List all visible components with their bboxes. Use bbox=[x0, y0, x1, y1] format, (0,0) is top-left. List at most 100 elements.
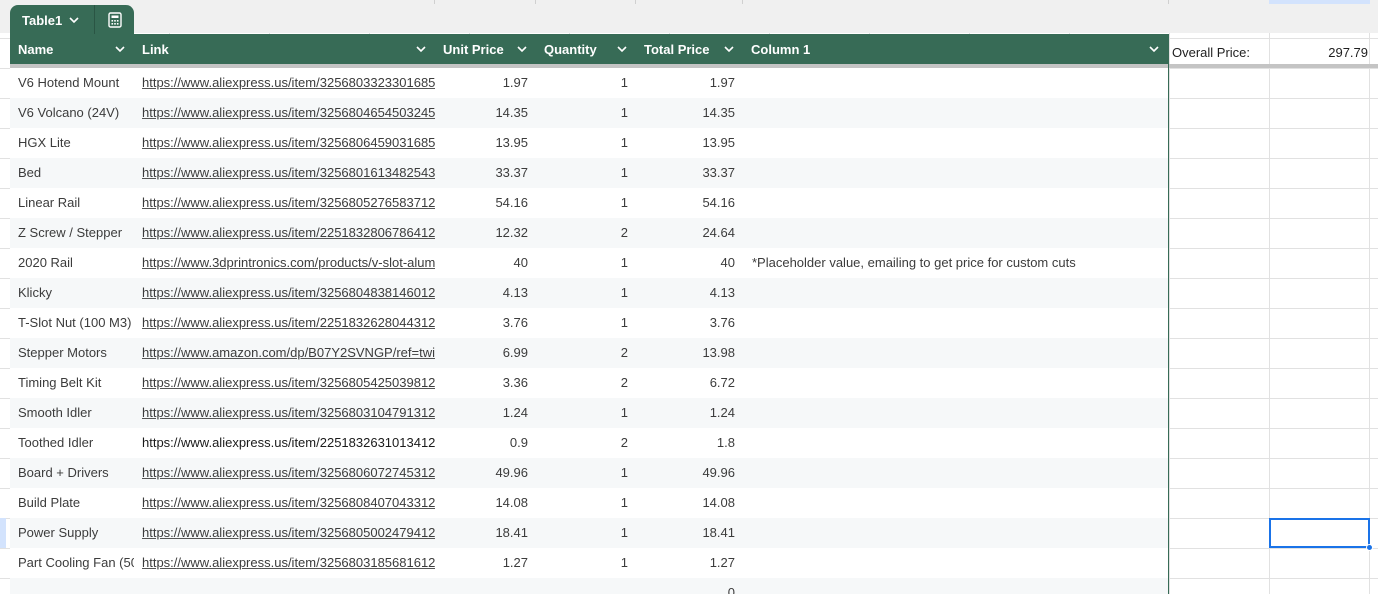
quantity-cell[interactable]: 1 bbox=[620, 195, 628, 210]
chevron-down-icon[interactable] bbox=[415, 43, 427, 55]
table-row[interactable]: Part Cooling Fan (5015) https://www.aliex… bbox=[10, 548, 1168, 578]
item-link[interactable]: https://www.aliexpress.us/item/325680161… bbox=[142, 165, 435, 180]
unit-price-cell[interactable]: 13.95 bbox=[495, 135, 528, 150]
quantity-cell[interactable]: 1 bbox=[620, 315, 628, 330]
name-cell[interactable]: Timing Belt Kit bbox=[18, 375, 102, 390]
link-cell[interactable]: https://www.aliexpress.us/item/325680527… bbox=[134, 188, 435, 218]
quantity-cell[interactable]: 1 bbox=[620, 75, 628, 90]
selected-cell[interactable] bbox=[1269, 518, 1370, 548]
name-cell[interactable]: HGX Lite bbox=[18, 135, 71, 150]
table-row[interactable]: Power Supply https://www.aliexpress.us/it… bbox=[10, 518, 1168, 548]
quantity-cell[interactable]: 1 bbox=[620, 465, 628, 480]
link-cell[interactable]: https://www.aliexpress.us/item/325680465… bbox=[134, 98, 435, 128]
item-link[interactable]: https://www.aliexpress.us/item/325680645… bbox=[142, 135, 435, 150]
item-link[interactable]: https://www.aliexpress.us/item/225183262… bbox=[142, 315, 435, 330]
link-cell[interactable]: https://www.aliexpress.us/item/325680310… bbox=[134, 398, 435, 428]
column-header-link[interactable]: Link bbox=[134, 34, 435, 64]
name-cell[interactable]: 2020 Rail bbox=[18, 255, 73, 270]
table-row[interactable]: V6 Hotend Mount https://www.aliexpress.us… bbox=[10, 68, 1168, 98]
name-cell[interactable]: Board + Drivers bbox=[18, 465, 109, 480]
item-link[interactable]: https://www.aliexpress.us/item/325680332… bbox=[142, 75, 435, 90]
chevron-down-icon[interactable] bbox=[616, 43, 628, 55]
name-cell[interactable]: Z Screw / Stepper bbox=[18, 225, 123, 240]
column-1-cell[interactable] bbox=[743, 398, 1168, 428]
unit-price-cell[interactable]: 18.41 bbox=[495, 525, 528, 540]
column-1-cell[interactable] bbox=[743, 218, 1168, 248]
link-cell[interactable]: https://www.aliexpress.us/item/325680840… bbox=[134, 488, 435, 518]
chevron-down-icon[interactable] bbox=[1148, 43, 1160, 55]
column-header-name[interactable]: Name bbox=[10, 34, 134, 64]
item-link[interactable]: https://www.aliexpress.us/item/225183280… bbox=[142, 225, 435, 240]
link-cell[interactable]: https://www.aliexpress.us/item/325680645… bbox=[134, 128, 435, 158]
name-cell[interactable]: V6 Hotend Mount bbox=[18, 75, 120, 90]
total-price-cell[interactable]: 1.97 bbox=[709, 75, 735, 90]
quantity-cell[interactable]: 2 bbox=[620, 345, 628, 360]
item-link[interactable]: https://www.aliexpress.us/item/325680527… bbox=[142, 195, 435, 210]
chevron-down-icon[interactable] bbox=[723, 43, 735, 55]
table-row[interactable]: V6 Volcano (24V) https://www.aliexpress.u… bbox=[10, 98, 1168, 128]
name-cell[interactable]: Linear Rail bbox=[18, 195, 81, 210]
column-1-cell[interactable] bbox=[743, 488, 1168, 518]
quantity-cell[interactable]: 1 bbox=[620, 555, 628, 570]
quantity-cell[interactable]: 2 bbox=[620, 435, 628, 450]
unit-price-cell[interactable]: 49.96 bbox=[495, 465, 528, 480]
link-cell[interactable]: https://www.aliexpress.us/item/325680500… bbox=[134, 518, 435, 548]
item-link[interactable]: https://www.aliexpress.us/item/325680500… bbox=[142, 525, 435, 540]
table-row[interactable]: Toothed Idler https://www.aliexpress.us/i… bbox=[10, 428, 1168, 458]
total-price-cell[interactable]: 1.8 bbox=[716, 435, 735, 450]
link-cell[interactable]: https://www.aliexpress.us/item/225183280… bbox=[134, 218, 435, 248]
table-row[interactable]: Build Plate https://www.aliexpress.us/ite… bbox=[10, 488, 1168, 518]
link-cell[interactable]: https://www.aliexpress.us/item/225183263… bbox=[142, 435, 435, 450]
item-link[interactable]: https://www.aliexpress.us/item/325680542… bbox=[142, 375, 435, 390]
total-price-cell[interactable]: 14.08 bbox=[702, 495, 735, 510]
quantity-cell[interactable]: 1 bbox=[620, 105, 628, 120]
link-cell[interactable]: https://www.aliexpress.us/item/325680161… bbox=[134, 158, 435, 188]
table-row[interactable]: Timing Belt Kit https://www.aliexpress.us… bbox=[10, 368, 1168, 398]
unit-price-cell[interactable]: 6.99 bbox=[502, 345, 528, 360]
name-cell[interactable]: Build Plate bbox=[18, 495, 81, 510]
unit-price-cell[interactable]: 33.37 bbox=[495, 165, 528, 180]
column-1-cell[interactable] bbox=[743, 188, 1168, 218]
name-cell[interactable] bbox=[10, 578, 134, 594]
unit-price-cell[interactable]: 1.24 bbox=[502, 405, 528, 420]
column-1-cell[interactable] bbox=[743, 338, 1168, 368]
unit-price-cell[interactable]: 1.27 bbox=[502, 555, 528, 570]
name-cell[interactable]: Part Cooling Fan (5015) bbox=[18, 555, 134, 570]
column-header-total-price[interactable]: Total Price bbox=[636, 34, 743, 64]
quantity-cell[interactable]: 1 bbox=[620, 405, 628, 420]
item-link[interactable]: https://www.3dprintronics.com/products/v… bbox=[142, 255, 435, 270]
column-header-unit-price[interactable]: Unit Price bbox=[435, 34, 536, 64]
total-price-cell[interactable]: 18.41 bbox=[702, 525, 735, 540]
item-link[interactable]: https://www.amazon.com/dp/B07Y2SVNGP/ref… bbox=[142, 345, 435, 360]
column-1-cell[interactable] bbox=[743, 278, 1168, 308]
total-price-cell[interactable]: 3.76 bbox=[709, 315, 735, 330]
total-price-cell[interactable]: 1.27 bbox=[709, 555, 735, 570]
chevron-down-icon[interactable] bbox=[516, 43, 528, 55]
quantity-cell[interactable]: 2 bbox=[620, 225, 628, 240]
name-cell[interactable]: V6 Volcano (24V) bbox=[18, 105, 120, 120]
column-1-cell[interactable] bbox=[743, 458, 1168, 488]
item-link[interactable]: https://www.aliexpress.us/item/325680465… bbox=[142, 105, 435, 120]
item-link[interactable]: https://www.aliexpress.us/item/325680483… bbox=[142, 285, 435, 300]
quantity-cell[interactable] bbox=[536, 578, 636, 594]
total-price-cell[interactable]: 6.72 bbox=[709, 375, 735, 390]
item-link[interactable]: https://www.aliexpress.us/item/325680318… bbox=[142, 555, 435, 570]
column-header-column-1[interactable]: Column 1 bbox=[743, 34, 1168, 64]
total-price-cell[interactable]: 0 bbox=[727, 585, 735, 594]
total-price-cell[interactable]: 1.24 bbox=[709, 405, 735, 420]
chevron-down-icon[interactable] bbox=[114, 43, 126, 55]
link-cell[interactable]: https://www.amazon.com/dp/B07Y2SVNGP/ref… bbox=[134, 338, 435, 368]
link-cell[interactable]: https://www.3dprintronics.com/products/v… bbox=[134, 248, 435, 278]
item-link[interactable]: https://www.aliexpress.us/item/325680840… bbox=[142, 495, 435, 510]
link-cell[interactable] bbox=[134, 578, 435, 594]
name-cell[interactable]: Smooth Idler bbox=[18, 405, 92, 420]
table-row[interactable]: Klicky https://www.aliexpress.us/item/325… bbox=[10, 278, 1168, 308]
overall-price-value[interactable]: 297.79 bbox=[1328, 45, 1368, 60]
column-1-cell[interactable] bbox=[743, 68, 1168, 98]
link-cell[interactable]: https://www.aliexpress.us/item/325680542… bbox=[134, 368, 435, 398]
unit-price-cell[interactable]: 40 bbox=[513, 255, 528, 270]
name-cell[interactable]: Klicky bbox=[18, 285, 52, 300]
quantity-cell[interactable]: 1 bbox=[620, 495, 628, 510]
total-price-cell[interactable]: 40 bbox=[720, 255, 735, 270]
total-price-cell[interactable]: 14.35 bbox=[702, 105, 735, 120]
